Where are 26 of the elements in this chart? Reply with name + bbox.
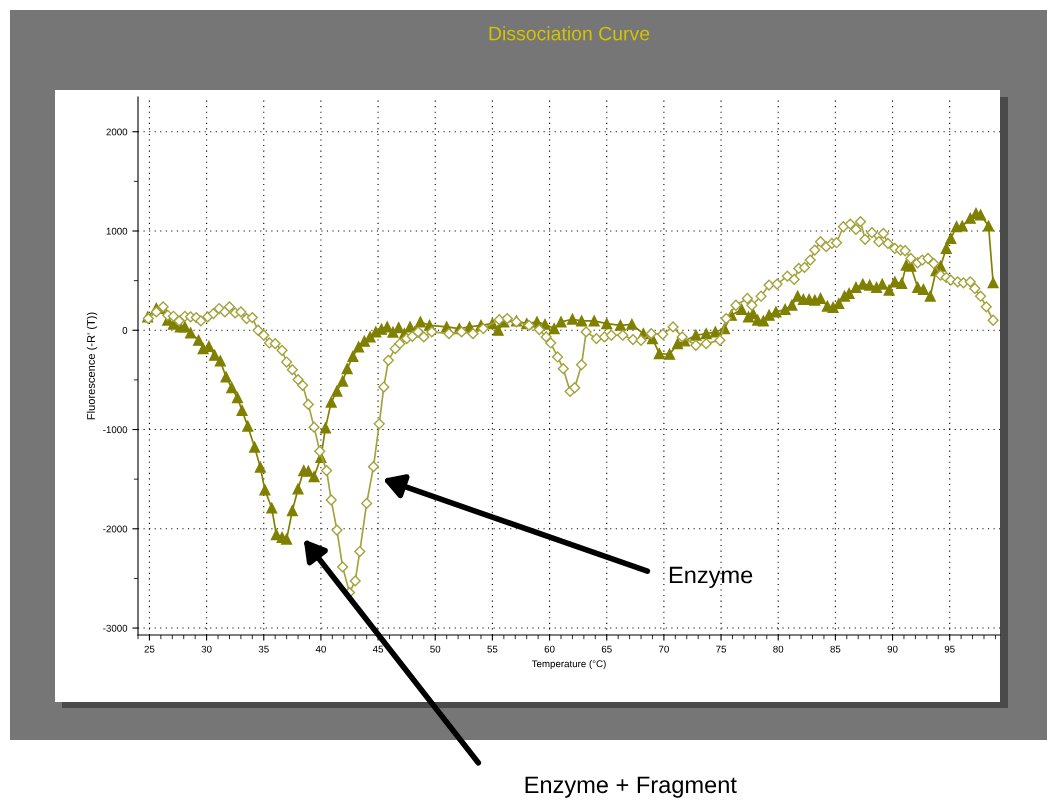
chart-title: Dissociation Curve — [489, 26, 650, 41]
y-axis-title: Fluorescence (-R' (T)) — [86, 312, 98, 420]
y-tick-label: 2000 — [106, 128, 128, 136]
x-tick-label: 45 — [372, 645, 384, 653]
x-tick-label: 35 — [258, 645, 269, 653]
x-axis-title: Temperature (°C) — [531, 660, 606, 670]
x-tick-label: 65 — [601, 645, 612, 653]
x-tick-label: 25 — [144, 645, 155, 653]
x-tick-label: 50 — [430, 645, 441, 653]
x-tick-label: 90 — [887, 645, 898, 653]
y-tick-label: 1000 — [106, 227, 128, 235]
x-tick-label: 70 — [658, 645, 669, 653]
x-tick-label: 60 — [544, 645, 555, 653]
x-tick-label: 55 — [487, 645, 498, 653]
x-tick-label: 95 — [944, 645, 955, 653]
y-tick-label: -2000 — [103, 525, 128, 533]
y-tick-label: -3000 — [103, 624, 128, 632]
x-tick-label: 75 — [716, 645, 727, 653]
y-tick-label: 0 — [122, 327, 128, 334]
y-tick-label: -1000 — [103, 426, 128, 434]
x-tick-label: 40 — [315, 645, 326, 653]
text: Enzyme + Fragment — [525, 776, 737, 798]
x-tick-label: 85 — [830, 645, 841, 653]
x-tick-label: 80 — [773, 645, 784, 653]
x-tick-label: 30 — [201, 645, 212, 653]
annotation: Enzyme — [669, 566, 753, 589]
